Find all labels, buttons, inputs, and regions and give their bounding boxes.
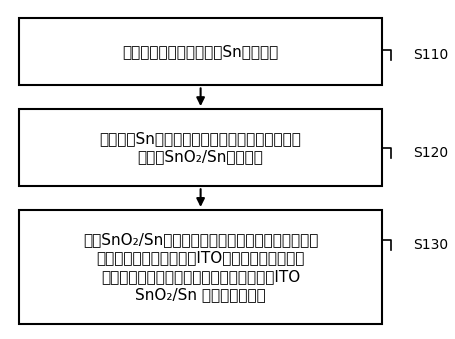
Text: 复合粒子为基点原位生长纳米晶，形成网状ITO: 复合粒子为基点原位生长纳米晶，形成网状ITO xyxy=(101,269,299,284)
FancyBboxPatch shape xyxy=(19,109,381,186)
Text: 在基底材料上，溢阔金属Sn纳米薄层: 在基底材料上，溢阔金属Sn纳米薄层 xyxy=(122,44,278,59)
Text: 金属纳米Sn薄层在一定温度范围下，团聚并表层: 金属纳米Sn薄层在一定温度范围下，团聚并表层 xyxy=(100,131,301,146)
FancyBboxPatch shape xyxy=(19,210,381,324)
Text: S120: S120 xyxy=(412,146,447,160)
Text: 氧化成SnO₂/Sn复合粒子: 氧化成SnO₂/Sn复合粒子 xyxy=(137,149,263,164)
FancyBboxPatch shape xyxy=(19,18,381,85)
Text: 调整工艺条件，使其满足ITO纳米晶生长方式，以: 调整工艺条件，使其满足ITO纳米晶生长方式，以 xyxy=(96,250,304,265)
Text: S130: S130 xyxy=(412,238,447,252)
Text: S110: S110 xyxy=(412,48,447,62)
Text: SnO₂/Sn 复合结构薄膜。: SnO₂/Sn 复合结构薄膜。 xyxy=(135,287,265,302)
Text: 载有SnO₂/Sn复合粒子基底置于电子束蔓发设备中，: 载有SnO₂/Sn复合粒子基底置于电子束蔓发设备中， xyxy=(83,232,318,247)
